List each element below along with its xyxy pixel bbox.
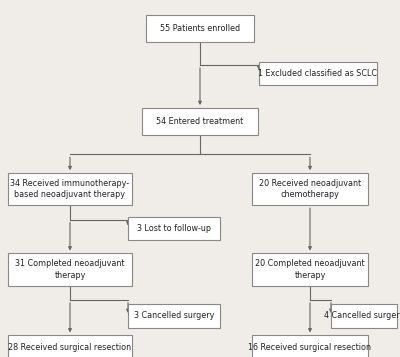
Text: 3 Lost to follow-up: 3 Lost to follow-up xyxy=(137,224,211,233)
Text: 34 Received immunotherapy-
based neoadjuvant therapy: 34 Received immunotherapy- based neoadju… xyxy=(10,179,130,200)
Text: 3 Cancelled surgery: 3 Cancelled surgery xyxy=(134,311,214,321)
FancyBboxPatch shape xyxy=(331,304,397,328)
FancyBboxPatch shape xyxy=(8,173,132,205)
FancyBboxPatch shape xyxy=(128,304,220,328)
FancyBboxPatch shape xyxy=(142,108,258,135)
Text: 20 Completed neoadjuvant
therapy: 20 Completed neoadjuvant therapy xyxy=(255,259,365,280)
Text: 28 Received surgical resection: 28 Received surgical resection xyxy=(8,342,132,352)
FancyBboxPatch shape xyxy=(252,253,368,286)
Text: 31 Completed neoadjuvant
therapy: 31 Completed neoadjuvant therapy xyxy=(15,259,125,280)
FancyBboxPatch shape xyxy=(252,173,368,205)
FancyBboxPatch shape xyxy=(8,336,132,357)
FancyBboxPatch shape xyxy=(259,61,377,85)
Text: 4 Cancelled surgery: 4 Cancelled surgery xyxy=(324,311,400,321)
Text: 55 Patients enrolled: 55 Patients enrolled xyxy=(160,24,240,33)
Text: 20 Received neoadjuvant
chemotherapy: 20 Received neoadjuvant chemotherapy xyxy=(259,179,361,200)
FancyBboxPatch shape xyxy=(8,253,132,286)
Text: 16 Received surgical resection: 16 Received surgical resection xyxy=(248,342,372,352)
FancyBboxPatch shape xyxy=(252,336,368,357)
FancyBboxPatch shape xyxy=(128,217,220,240)
Text: 54 Entered treatment: 54 Entered treatment xyxy=(156,117,244,126)
Text: 1 Excluded classified as SCLC: 1 Excluded classified as SCLC xyxy=(258,69,378,78)
FancyBboxPatch shape xyxy=(146,15,254,42)
